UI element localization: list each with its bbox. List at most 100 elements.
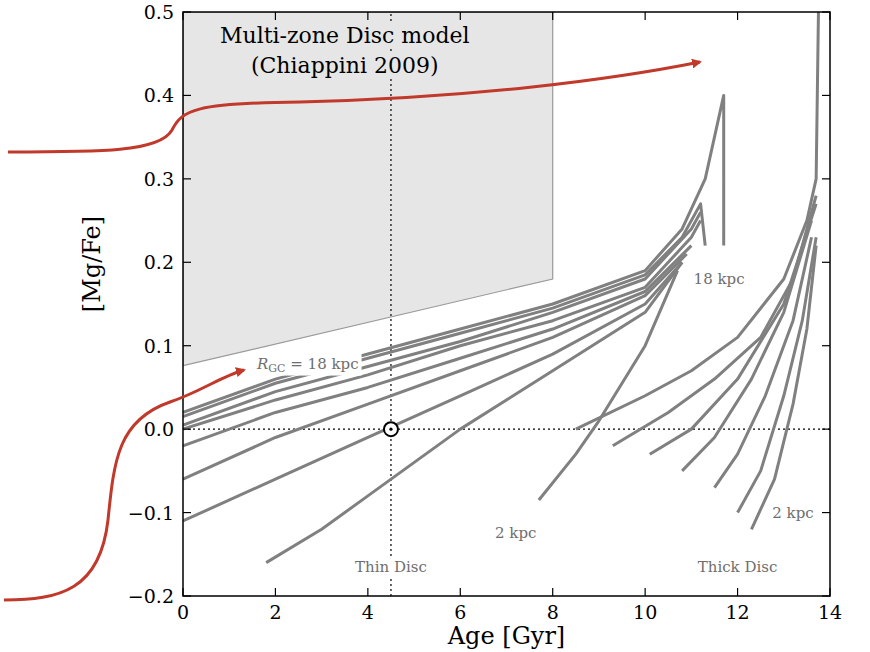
- y-tick: [183, 178, 191, 179]
- annotation-text: Multi-zone Disc model: [220, 23, 470, 48]
- arrow: [8, 62, 700, 152]
- series-line: [751, 246, 816, 530]
- annotation: 2 kpc: [492, 523, 539, 543]
- y-tick-right: [822, 429, 830, 430]
- annotations: Multi-zone Disc model (Chiappini 2009) RGC…: [217, 22, 817, 577]
- y-tick: [183, 512, 191, 513]
- sun-marker: [384, 422, 398, 436]
- arrows: [4, 62, 700, 600]
- text-patch: [352, 557, 430, 577]
- annotation: (Chiappini 2009): [248, 52, 442, 79]
- annotation: 2 kpc: [769, 503, 816, 523]
- series-line: [183, 204, 705, 417]
- x-tick-label: 2: [269, 601, 281, 623]
- annotation-text: 2 kpc: [772, 504, 813, 522]
- annotation: Thick Disc: [695, 557, 781, 577]
- chart: 0 2 4 6 8 10 12 14 −0.2 −0.1 0.0 0.1 0.2 0.3 0.4 0.5 Age…: [0, 0, 870, 652]
- series-line: [183, 246, 691, 446]
- text-patch: [492, 523, 539, 543]
- y-tick: [183, 262, 191, 263]
- sun-dot: [389, 428, 392, 431]
- x-tick: [460, 588, 461, 596]
- y-tick-right: [822, 595, 830, 596]
- x-tick-top: [275, 12, 276, 20]
- annotation: 18 kpc: [691, 269, 748, 289]
- y-tick-right: [822, 262, 830, 263]
- series-line: [183, 212, 701, 425]
- annotation-text: 18 kpc: [694, 270, 745, 288]
- x-tick-label: 14: [818, 601, 842, 623]
- x-tick: [645, 588, 646, 596]
- annotation-symbol: R: [256, 355, 268, 373]
- y-tick: [183, 11, 191, 12]
- series-line: [183, 95, 724, 412]
- annotation: Thin Disc: [352, 557, 430, 577]
- reference-line-y: [183, 429, 830, 430]
- x-tick-top: [552, 12, 553, 20]
- series-line: [183, 254, 687, 479]
- y-tick-label: 0.0: [144, 418, 174, 440]
- x-tick-label: 4: [362, 601, 374, 623]
- text-patch: [695, 557, 781, 577]
- x-tick-label: 6: [454, 601, 466, 623]
- x-tick-top: [645, 12, 646, 20]
- x-tick: [552, 588, 553, 596]
- x-tick: [737, 588, 738, 596]
- plot-area: [183, 12, 830, 596]
- y-tick-right: [822, 512, 830, 513]
- x-tick-top: [737, 12, 738, 20]
- x-tick: [182, 588, 183, 596]
- y-tick-right: [822, 345, 830, 346]
- plot-frame: [183, 12, 830, 596]
- y-tick-right: [822, 11, 830, 12]
- y-tick-label: 0.5: [144, 1, 174, 23]
- x-tick-top: [367, 12, 368, 20]
- text-patch: [248, 52, 442, 79]
- annotation-text: Thick Disc: [698, 558, 778, 576]
- annotation: Multi-zone Disc model: [217, 22, 473, 49]
- x-tick-label: 12: [725, 601, 749, 623]
- y-tick: [183, 345, 191, 346]
- text-patch: [217, 22, 473, 49]
- annotation-text: (Chiappini 2009): [251, 53, 439, 78]
- arrow: [4, 370, 244, 600]
- x-tick-top: [829, 12, 830, 20]
- series-line: [183, 262, 682, 521]
- y-tick-label: 0.4: [144, 84, 174, 106]
- text-patch: [691, 269, 748, 289]
- series-line: [266, 262, 682, 562]
- sun-ring: [384, 422, 398, 436]
- series-line: [539, 271, 678, 500]
- y-tick-label: −0.2: [128, 585, 174, 607]
- annotation: RGC = 18 kpc: [253, 354, 362, 376]
- y-tick: [183, 595, 191, 596]
- text-patch: [253, 354, 362, 376]
- annotation-subscript: GC: [268, 362, 285, 375]
- y-tick-label: −0.1: [128, 502, 174, 524]
- x-tick: [829, 588, 830, 596]
- y-tick-right: [822, 95, 830, 96]
- annotation-text: Thin Disc: [355, 558, 427, 576]
- y-tick-right: [822, 178, 830, 179]
- y-tick: [183, 95, 191, 96]
- annotation-text-part: = 18 kpc: [286, 355, 359, 373]
- x-tick: [275, 588, 276, 596]
- series-line: [613, 196, 816, 446]
- x-tick-label: 10: [633, 601, 657, 623]
- y-tick-label: 0.3: [144, 168, 174, 190]
- annotation-text: 2 kpc: [495, 524, 536, 542]
- x-tick: [367, 588, 368, 596]
- y-tick-label: 0.2: [144, 251, 174, 273]
- x-tick-label: 0: [177, 601, 189, 623]
- x-tick-top: [460, 12, 461, 20]
- series-line: [576, 12, 819, 429]
- background: [0, 0, 870, 652]
- annotation-text: RGC = 18 kpc: [256, 355, 359, 375]
- x-axis-title: Age [Gyr]: [447, 622, 565, 650]
- y-tick: [183, 429, 191, 430]
- x-tick-label: 8: [547, 601, 559, 623]
- shaded-region: [183, 12, 553, 366]
- y-axis-title: [Mg/Fe]: [78, 216, 106, 312]
- y-tick-label: 0.1: [144, 335, 174, 357]
- x-tick-top: [182, 12, 183, 20]
